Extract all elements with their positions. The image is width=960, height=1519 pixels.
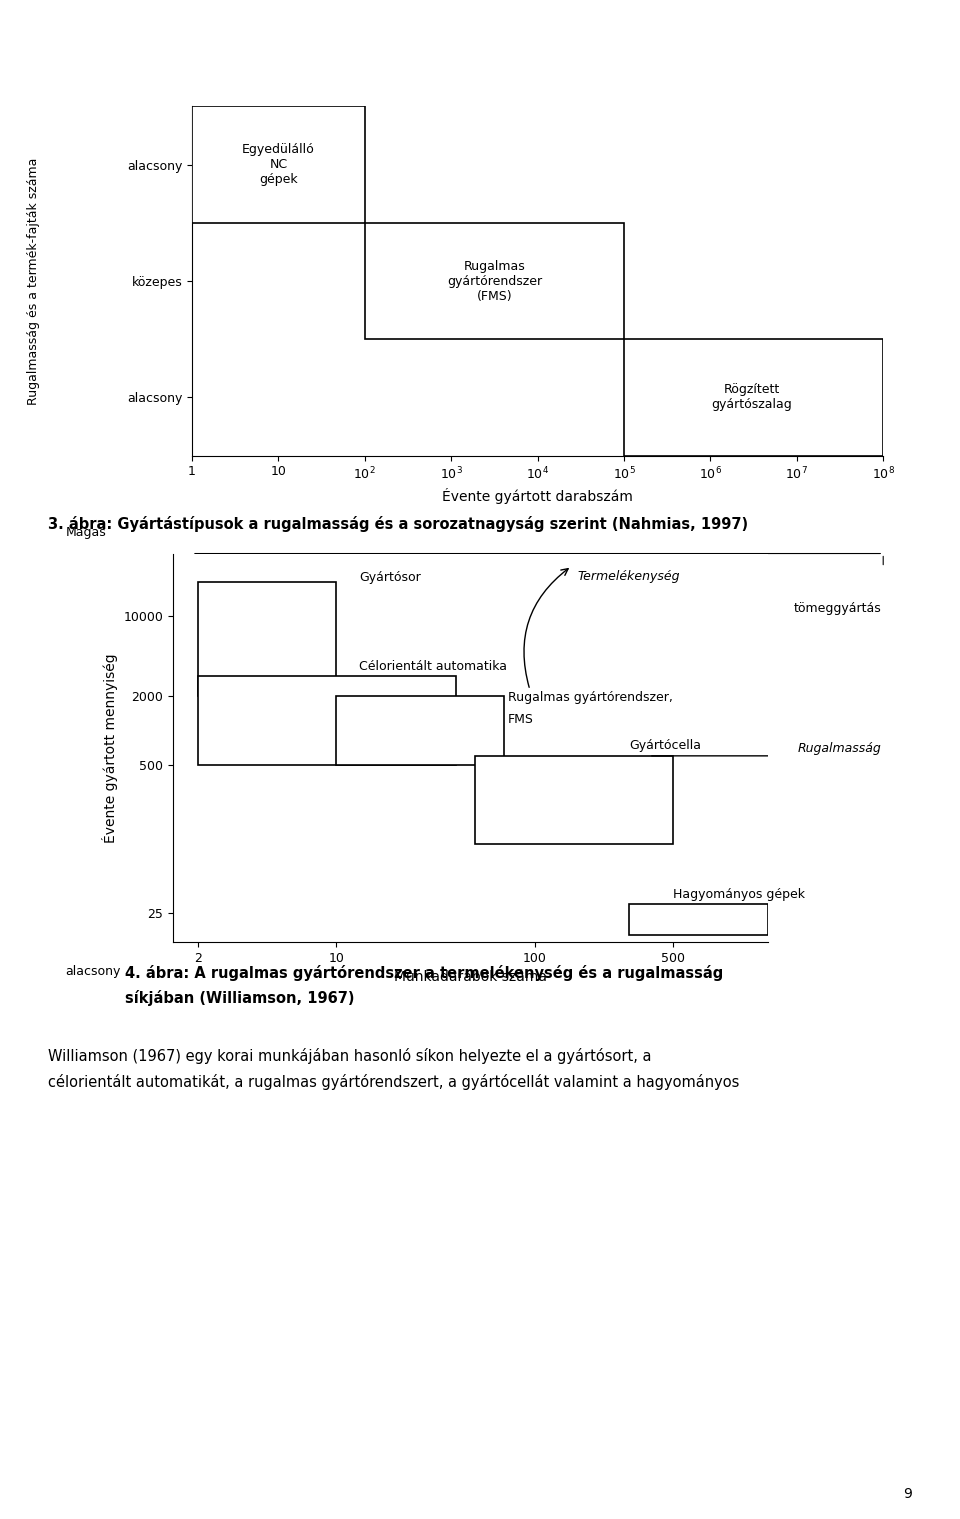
Text: FMS: FMS — [508, 712, 534, 726]
Text: Williamson (1967) egy korai munkájában hasonló síkon helyezte el a gyártósort, a: Williamson (1967) egy korai munkájában h… — [48, 1048, 652, 1065]
Text: Gyártócella: Gyártócella — [630, 738, 702, 752]
X-axis label: Munkadarabok száma: Munkadarabok száma — [394, 971, 547, 984]
Text: Egyedülálló
NC
gépek: Egyedülálló NC gépek — [242, 143, 315, 185]
Text: tömeggyártás: tömeggyártás — [794, 603, 882, 615]
Text: Hagyományos gépek: Hagyományos gépek — [673, 887, 805, 901]
Text: Célorientált automatika: Célorientált automatika — [359, 659, 507, 673]
Text: széria-gyártás: széria-gyártás — [493, 603, 582, 615]
Y-axis label: Évente gyártott mennyiség: Évente gyártott mennyiség — [102, 653, 118, 843]
Text: síkjában (Williamson, 1967): síkjában (Williamson, 1967) — [125, 990, 354, 1007]
Text: Rugalmas gyártórendszer,: Rugalmas gyártórendszer, — [508, 691, 672, 705]
Text: Rugalmas
gyártórendszer
(FMS): Rugalmas gyártórendszer (FMS) — [447, 260, 542, 302]
Bar — [198, 676, 456, 764]
Text: Termelékenység: Termelékenység — [578, 570, 680, 583]
Text: 3. ábra: Gyártástípusok a rugalmasság és a sorozatnagyság szerint (Nahmias, 1997: 3. ábra: Gyártástípusok a rugalmasság és… — [48, 516, 748, 533]
Bar — [336, 696, 504, 764]
Text: egyedi gyártás: egyedi gyártás — [231, 603, 325, 615]
Text: célorientált automatikát, a rugalmas gyártórendszert, a gyártócellát valamint a : célorientált automatikát, a rugalmas gyá… — [48, 1074, 739, 1091]
FancyArrowPatch shape — [524, 568, 568, 687]
Text: Rögzített
gyártószalag: Rögzített gyártószalag — [711, 383, 792, 412]
Text: 9: 9 — [903, 1487, 912, 1501]
X-axis label: Évente gyártott darabszám: Évente gyártott darabszám — [443, 488, 633, 504]
Bar — [630, 904, 768, 936]
Text: Rugalmasság és a termék-fajták száma: Rugalmasság és a termék-fajták száma — [27, 158, 40, 404]
Bar — [624, 339, 883, 456]
Bar — [192, 106, 365, 223]
Bar — [198, 582, 336, 696]
Text: Gyártósor: Gyártósor — [359, 571, 420, 583]
Text: alacsony: alacsony — [65, 965, 121, 978]
FancyArrowPatch shape — [652, 752, 781, 760]
Text: 4. ábra: A rugalmas gyártórendszer a termelékenység és a rugalmasság: 4. ábra: A rugalmas gyártórendszer a ter… — [125, 965, 723, 981]
Text: Rugalmasság: Rugalmasság — [798, 741, 881, 755]
Bar — [475, 756, 673, 845]
Text: Magas: Magas — [65, 526, 107, 539]
Bar — [365, 223, 624, 339]
